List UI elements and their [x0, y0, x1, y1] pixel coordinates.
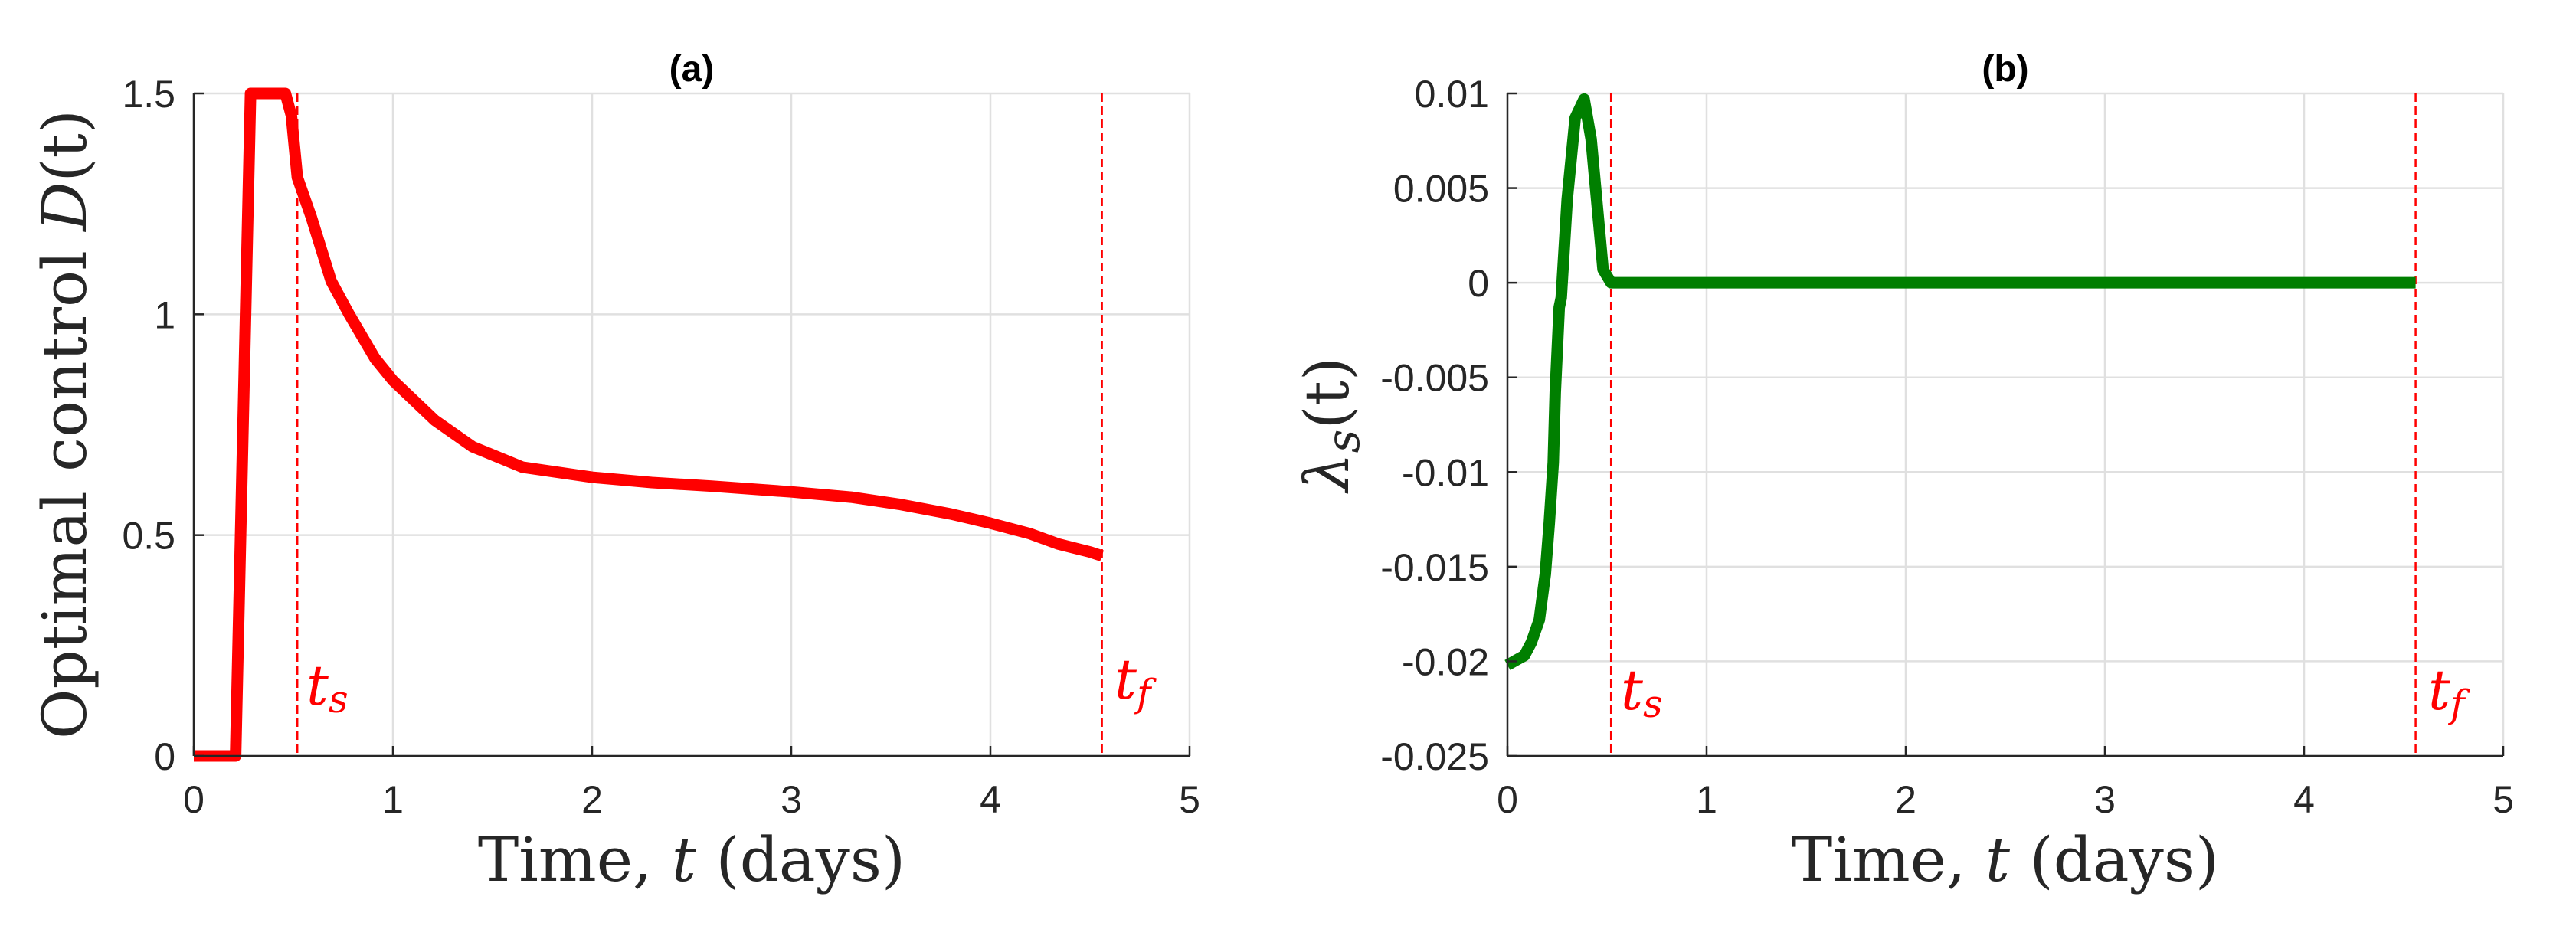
panel-a-y-tick-labels: 0 0.5 1 1.5	[122, 73, 175, 778]
panel-b-costate: (b) 0 1 2 3 4 5 -0.025 -0.02 -0.015 -0.01 -0.005 0…	[1291, 49, 2514, 895]
panel-a-marker-lines	[296, 93, 1103, 756]
panel-b-axes	[1506, 92, 2505, 757]
x-tick-label: 0	[183, 778, 205, 821]
y-tick-label: 0	[154, 735, 175, 778]
panel-b-ts-label: ts	[1621, 658, 1663, 726]
x-tick-label: 3	[2094, 778, 2116, 821]
x-tick-label: 5	[1179, 778, 1200, 821]
y-tick-label: 1	[154, 293, 175, 336]
x-tick-label: 4	[980, 778, 1001, 821]
panel-b-costate-curve	[1504, 93, 2416, 670]
panel-b-title: (b)	[1982, 49, 2028, 90]
x-tick-label: 0	[1497, 778, 1518, 821]
panel-b-x-axis-label: Time, t (days)	[1792, 824, 2219, 895]
panel-b-x-tick-labels: 0 1 2 3 4 5	[1497, 778, 2514, 821]
y-tick-label: 0.5	[122, 515, 175, 558]
panel-a-y-axis-label: Optimal control D(t)	[29, 110, 100, 739]
panel-a-x-axis-label: Time, t (days)	[478, 824, 905, 895]
y-tick-label: -0.015	[1380, 546, 1489, 589]
y-tick-label: -0.005	[1380, 357, 1489, 400]
x-tick-label: 1	[382, 778, 404, 821]
y-tick-label: 0	[1468, 262, 1489, 305]
panel-a-control-curve	[194, 87, 1104, 762]
panel-a-ts-label: ts	[306, 653, 349, 721]
panel-b-y-axis-label: λs(t)	[1291, 357, 1370, 494]
x-tick-label: 5	[2493, 778, 2514, 821]
panel-a-axes	[192, 92, 1191, 757]
x-tick-label: 2	[1895, 778, 1916, 821]
x-tick-label: 1	[1696, 778, 1717, 821]
panel-a-x-tick-labels: 0 1 2 3 4 5	[183, 778, 1200, 821]
x-tick-label: 3	[781, 778, 802, 821]
x-tick-label: 4	[2293, 778, 2315, 821]
y-tick-label: 0.01	[1415, 73, 1489, 116]
y-tick-label: -0.025	[1380, 735, 1489, 778]
y-tick-label: -0.02	[1402, 640, 1489, 683]
y-tick-label: 0.005	[1393, 168, 1489, 211]
x-tick-label: 2	[581, 778, 603, 821]
panel-a-title: (a)	[669, 49, 715, 90]
panel-b-y-tick-labels: -0.025 -0.02 -0.015 -0.01 -0.005 0 0.005 0.01	[1380, 73, 1489, 778]
y-tick-label: -0.01	[1402, 451, 1489, 494]
panel-b-marker-lines	[1609, 93, 2417, 756]
y-tick-label: 1.5	[122, 73, 175, 116]
